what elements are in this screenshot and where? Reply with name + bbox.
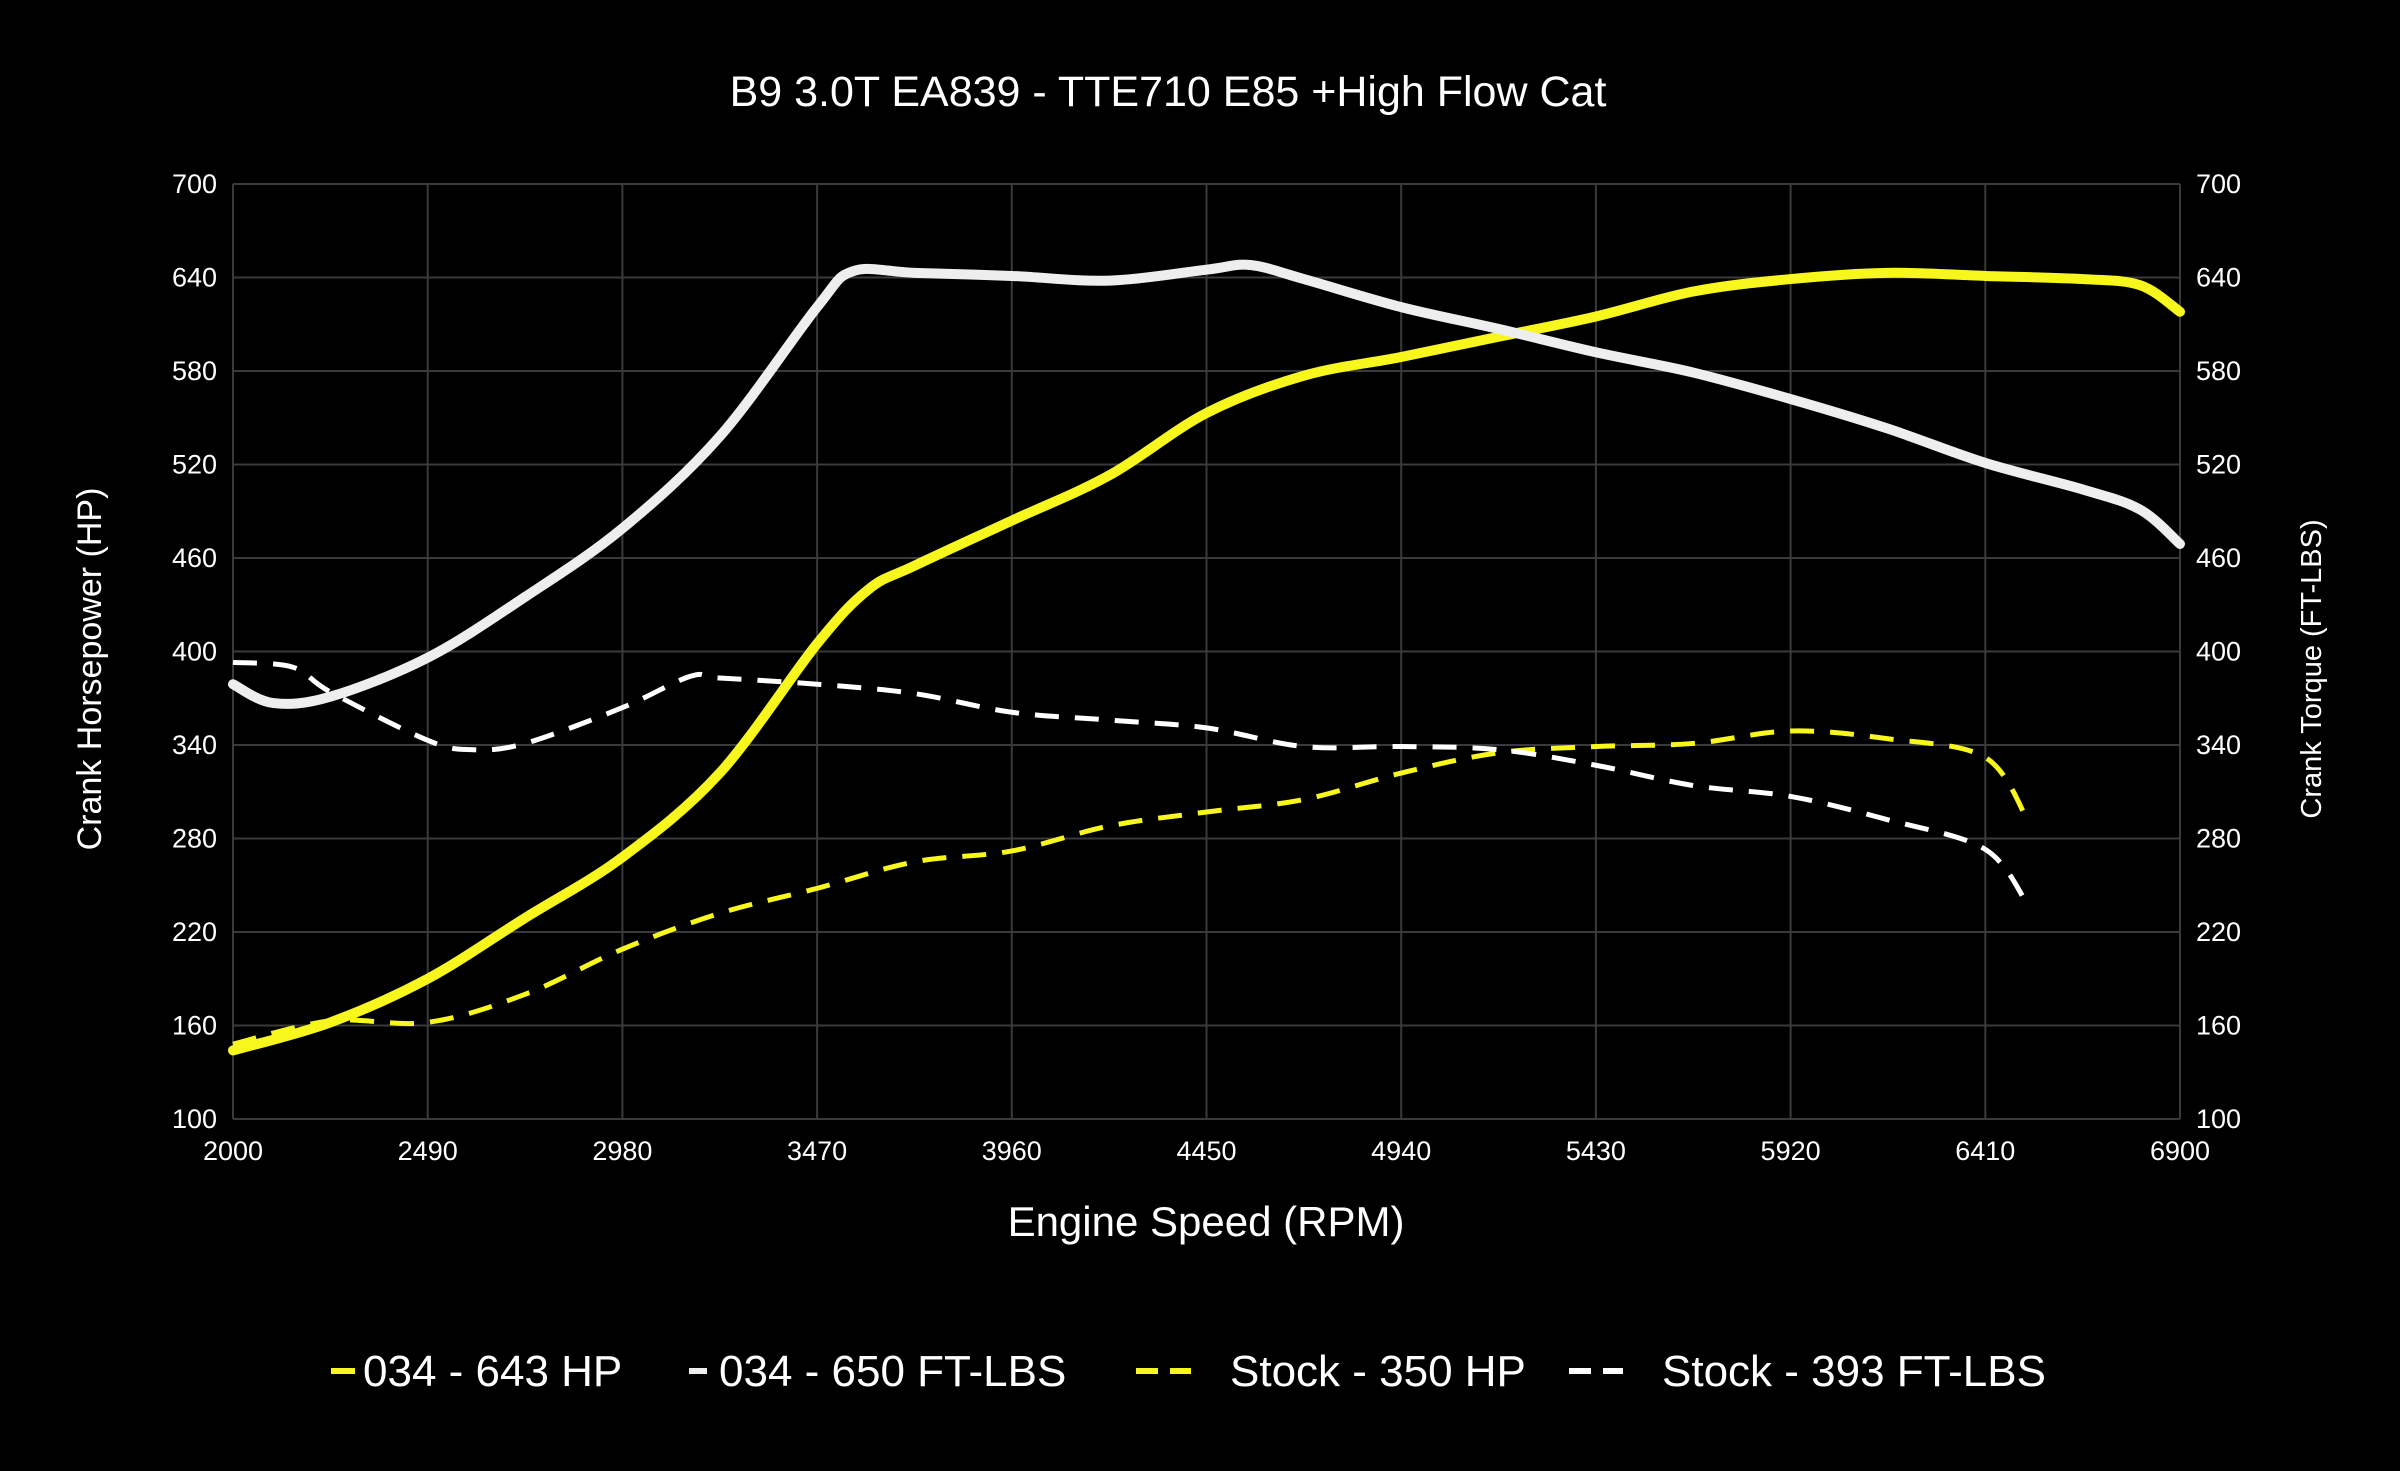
y-tick-label-left: 640 <box>172 263 217 293</box>
series-line-1 <box>228 267 2185 1056</box>
x-tick-label: 2980 <box>592 1136 652 1166</box>
y-tick-label-right: 100 <box>2196 1104 2241 1134</box>
y-tick-label-right: 340 <box>2196 730 2241 760</box>
y-tick-label-right: 160 <box>2196 1011 2241 1041</box>
x-tick-label: 5430 <box>1566 1136 1626 1166</box>
y-tick-label-left: 100 <box>172 1104 217 1134</box>
legend: 034 - 643 HP 034 - 650 FT-LBS Stock - 350 … <box>331 1347 2046 1396</box>
x-tick-label: 4450 <box>1176 1136 1236 1166</box>
y-axis-label-right: Crank Torque (FT-LBS) <box>2296 519 2328 818</box>
y-tick-label-right: 400 <box>2196 637 2241 667</box>
grid <box>232 183 2181 1120</box>
y-tick-label-left: 160 <box>172 1011 217 1041</box>
x-tick-label: 2490 <box>398 1136 458 1166</box>
y-tick-label-right: 220 <box>2196 917 2241 947</box>
x-tick-label: 3960 <box>982 1136 1042 1166</box>
y-axis-label-left: Crank Horsepower (HP) <box>71 488 109 851</box>
y-tick-label-left: 280 <box>172 824 217 854</box>
x-tick-label: 5920 <box>1761 1136 1821 1166</box>
legend-label: 034 - 650 FT-LBS <box>719 1347 1066 1396</box>
legend-label: 034 - 643 HP <box>363 1347 622 1396</box>
y-tick-label-left: 700 <box>172 169 217 199</box>
y-tick-label-left: 400 <box>172 637 217 667</box>
x-tick-label: 2000 <box>203 1136 263 1166</box>
y-tick-label-left: 520 <box>172 450 217 480</box>
x-tick-label: 6900 <box>2150 1136 2210 1166</box>
x-tick-label: 4940 <box>1371 1136 1431 1166</box>
series-line-3 <box>232 728 2032 1047</box>
y-tick-label-right: 700 <box>2196 169 2241 199</box>
series-line-2 <box>228 259 2185 709</box>
x-tick-label: 6410 <box>1955 1136 2015 1166</box>
series-line-4 <box>232 659 2032 909</box>
y-tick-label-right: 640 <box>2196 263 2241 293</box>
y-tick-label-right: 520 <box>2196 450 2241 480</box>
y-tick-label-left: 580 <box>172 356 217 386</box>
legend-label: Stock - 350 HP <box>1230 1347 1526 1396</box>
chart-title: B9 3.0T EA839 - TTE710 E85 +High Flow Ca… <box>730 68 1607 116</box>
x-axis-label: Engine Speed (RPM) <box>1008 1198 1405 1245</box>
y-tick-label-right: 460 <box>2196 543 2241 573</box>
y-tick-label-left: 460 <box>172 543 217 573</box>
legend-label: Stock - 393 FT-LBS <box>1662 1347 2046 1396</box>
y-tick-label-right: 280 <box>2196 824 2241 854</box>
tick-labels: 2000 2490 2980 3470 3960 4450 4940 5430 5920 6410… <box>172 169 2241 1166</box>
y-tick-label-left: 220 <box>172 917 217 947</box>
y-tick-label-right: 580 <box>2196 356 2241 386</box>
series-lines <box>228 259 2185 1056</box>
y-tick-label-left: 340 <box>172 730 217 760</box>
x-tick-label: 3470 <box>787 1136 847 1166</box>
